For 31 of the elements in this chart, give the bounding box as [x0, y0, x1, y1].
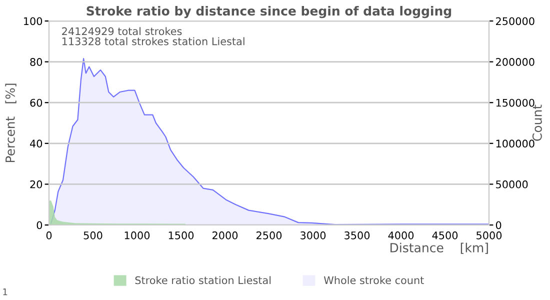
x-tick-label: 4500 [432, 231, 458, 240]
y-tick-label: 80 [30, 58, 42, 66]
x-tick-label: 5000 [476, 231, 502, 240]
x-tick-label: 500 [84, 231, 102, 240]
y2-tick-label: 0 [496, 221, 502, 230]
y2-tick-label: 150000 [496, 98, 534, 107]
x-tick-label: 1000 [124, 231, 150, 240]
x-tick-label: 1500 [168, 231, 194, 240]
x-axis-title: Distance [km] [390, 242, 488, 254]
y2-tick-label: 250000 [496, 17, 534, 26]
y2-tick-label: 200000 [496, 58, 534, 66]
y2-tick-label: 50000 [496, 180, 528, 188]
y-tick-label: 20 [30, 180, 42, 188]
x-tick-label: 4000 [388, 231, 414, 240]
legend-label: Whole stroke count [324, 276, 424, 284]
legend-label: Stroke ratio station Liestal [135, 276, 271, 284]
annotation: 24124929 total strokes 113328 total strokes station Liestal [62, 27, 244, 46]
x-tick-label: 2500 [256, 231, 282, 240]
x-tick-label: 0 [46, 231, 52, 240]
y-axis-title: Percent [%] [5, 84, 16, 162]
chart-title: Stroke ratio by distance since begin of data logging [86, 6, 452, 18]
x-tick-label: 3000 [300, 231, 326, 240]
text: 1 [3, 288, 8, 296]
y2-axis-title: Count [532, 104, 542, 141]
x-tick-label: 3500 [344, 231, 370, 240]
y-tick-label: 100 [24, 17, 42, 26]
y2-tick-label: 100000 [496, 140, 534, 148]
y-tick-label: 60 [30, 98, 42, 107]
x-tick-label: 2000 [212, 231, 238, 240]
y-tick-label: 40 [30, 140, 42, 148]
y-tick-label: 0 [36, 221, 42, 230]
